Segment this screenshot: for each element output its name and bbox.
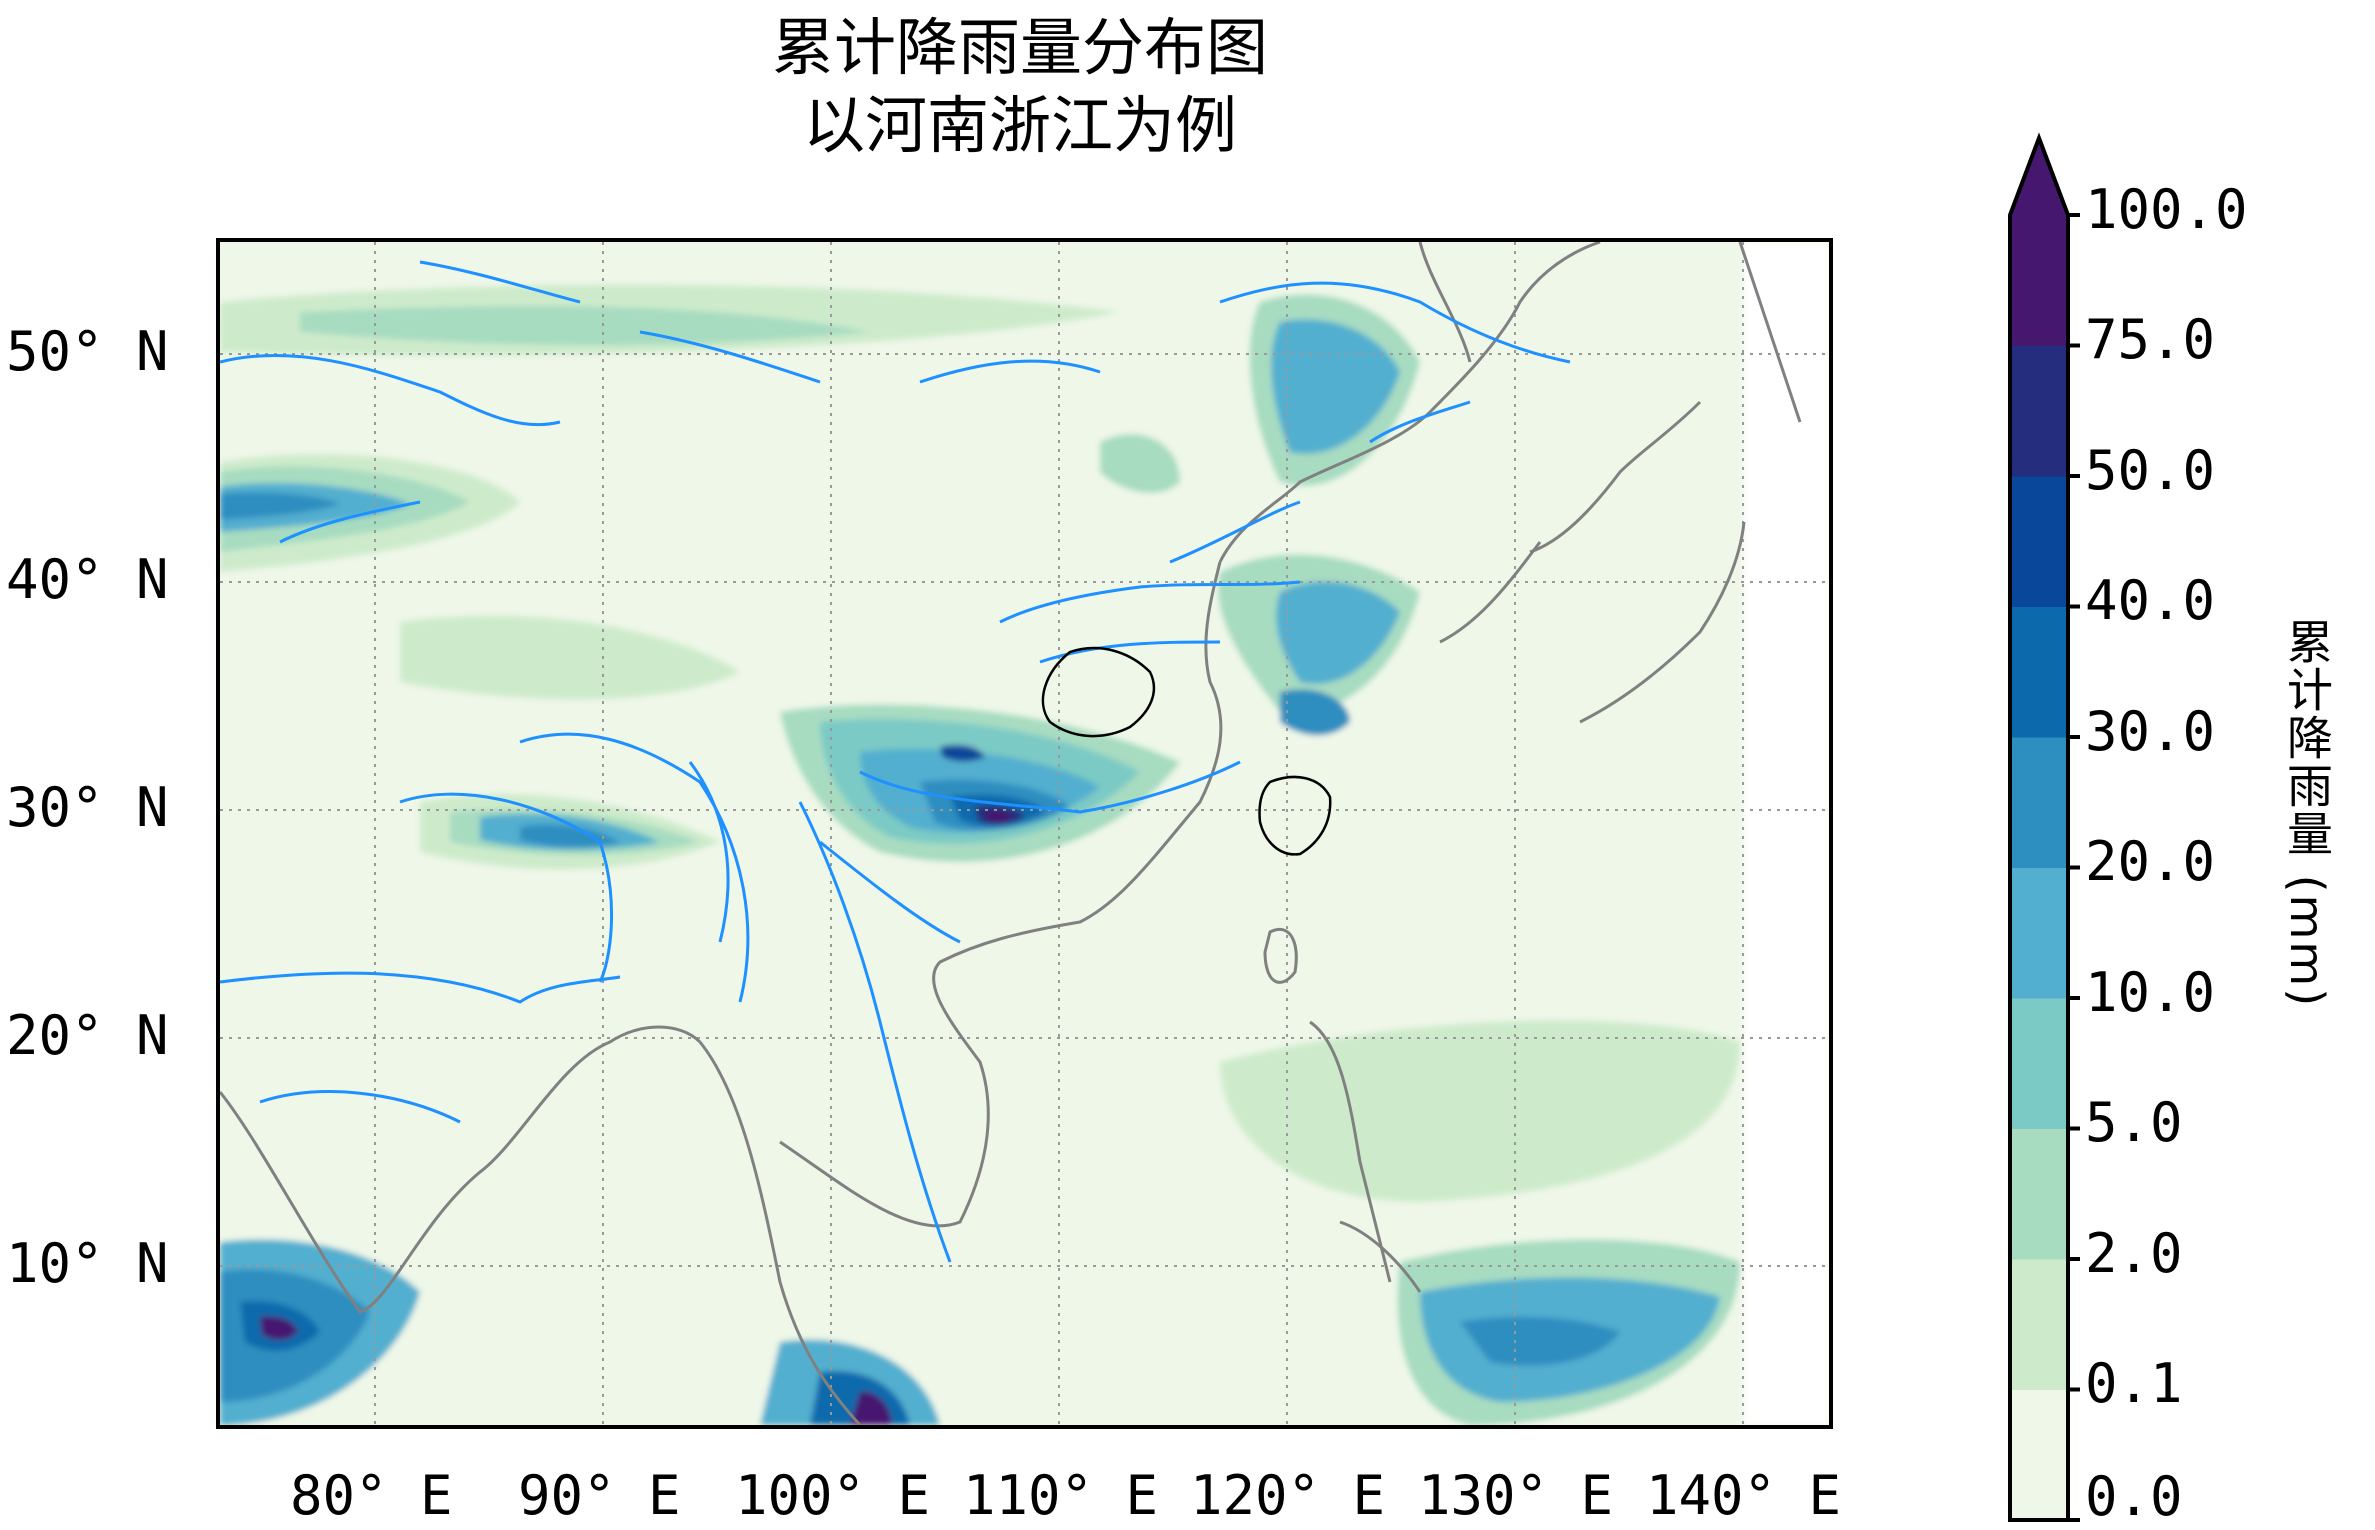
colorbar-swatch <box>2010 476 2068 607</box>
colorbar-outline <box>2008 132 2070 1522</box>
colorbar-swatch <box>2010 998 2068 1129</box>
colorbar-swatch <box>2010 606 2068 738</box>
colorbar-tick-label: 40.0 <box>2085 569 2216 632</box>
colorbar <box>2008 132 2080 1522</box>
rainfall-map-canvas <box>220 242 1829 1425</box>
colorbar-title: 累计降雨量 (mm) <box>2280 618 2334 1009</box>
rivers <box>220 260 1571 1263</box>
lon-label: 100° E <box>735 1464 931 1527</box>
lon-label: 120° E <box>1190 1464 1386 1527</box>
colorbar-ticks <box>2068 213 2080 1522</box>
colorbar-swatch <box>2010 737 2068 868</box>
colorbar-tick-label: 10.0 <box>2085 961 2216 1024</box>
lon-label: 80° E <box>290 1464 453 1527</box>
colorbar-swatch <box>2010 1128 2068 1260</box>
lat-label: 40° N <box>6 548 169 611</box>
colorbar-swatch <box>2010 345 2068 477</box>
province-zhejiang <box>1258 775 1332 856</box>
colorbar-swatch <box>2010 1259 2068 1390</box>
colorbar-tick-label: 75.0 <box>2085 308 2216 371</box>
map-title-line2: 以河南浙江为例 <box>802 89 1237 162</box>
lon-label: 130° E <box>1418 1464 1614 1527</box>
colorbar-tick-label: 0.0 <box>2085 1465 2183 1528</box>
colorbar-tick-label: 50.0 <box>2085 439 2216 502</box>
colorbar-swatch <box>2010 1389 2068 1521</box>
rainfall-map <box>216 238 1833 1429</box>
province-borders <box>1041 646 1332 856</box>
colorbar-tick-label: 20.0 <box>2085 830 2216 893</box>
colorbar-swatch <box>2010 867 2068 999</box>
colorbar-tick-label: 2.0 <box>2085 1222 2183 1285</box>
lat-label: 10° N <box>6 1232 169 1295</box>
colorbar-swatch <box>2010 215 2068 346</box>
colorbar-tick-label: 100.0 <box>2085 178 2248 241</box>
coastlines <box>220 242 1802 1425</box>
province-henan <box>1041 646 1156 738</box>
colorbar-tick-label: 0.1 <box>2085 1352 2183 1415</box>
rainfall-fields <box>220 242 1829 1425</box>
colorbar-extend-arrow <box>2010 138 2068 215</box>
map-title-line1: 累计降雨量分布图 <box>771 11 1268 84</box>
colorbar-tick-label: 5.0 <box>2085 1091 2183 1154</box>
lat-label: 30° N <box>6 776 169 839</box>
lon-label: 140° E <box>1646 1464 1842 1527</box>
lon-label: 110° E <box>963 1464 1159 1527</box>
lat-label: 20° N <box>6 1004 169 1067</box>
lat-label: 50° N <box>6 320 169 383</box>
colorbar-tick-label: 30.0 <box>2085 700 2216 763</box>
lon-label: 90° E <box>518 1464 681 1527</box>
colorbar-swatches <box>2008 132 2070 1522</box>
